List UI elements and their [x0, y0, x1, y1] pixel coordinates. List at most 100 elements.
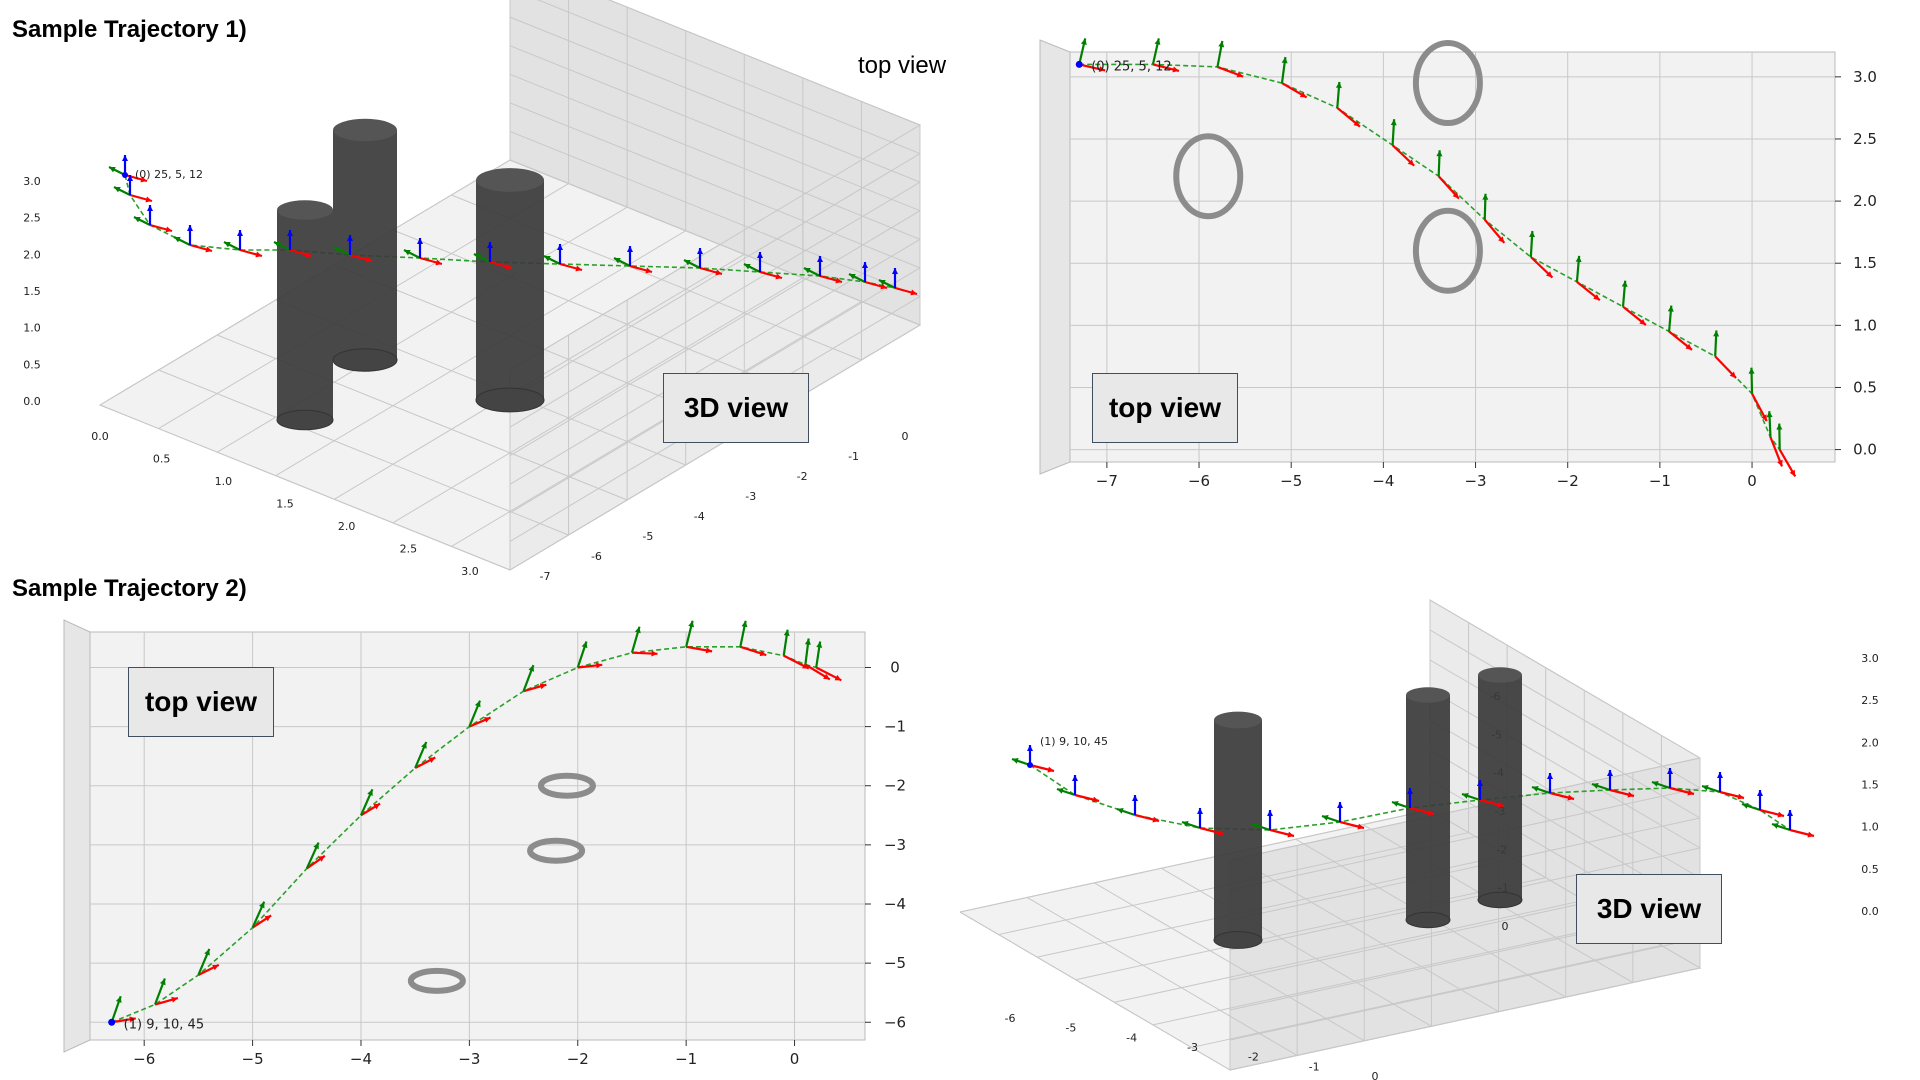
frame-x-arrow-head [435, 259, 442, 266]
frame-y-arrow-head [1592, 783, 1599, 789]
y-tick-label: 0.5 [1853, 378, 1877, 396]
frame-y-arrow-head [1218, 40, 1225, 48]
frame-x-arrow-head [205, 246, 212, 253]
cylinder-obstacle [277, 210, 333, 420]
frame-x-arrow-head [505, 263, 512, 270]
x-tick-label: -1 [1309, 1060, 1320, 1073]
frame-x-arrow-head [1299, 91, 1307, 98]
frame-y-arrow-head [1080, 38, 1087, 45]
frame-x-arrow-head [318, 855, 325, 862]
x-tick-label: -1 [848, 450, 859, 463]
frame-x-arrow-head [835, 277, 842, 284]
frame-z-arrow-head [862, 262, 868, 268]
grid-line [509, 124, 921, 371]
cylinder-top [1406, 687, 1450, 703]
frame-y-arrow-head [134, 217, 141, 223]
grid-line [537, 0, 921, 155]
frame-x-arrow-head [1627, 791, 1634, 798]
frame-x-arrow-head [1545, 271, 1553, 278]
frame-y-arrow-head [114, 187, 121, 193]
frame-z-arrow-head [1547, 773, 1553, 779]
start-annotation: (0) 25, 5, 12 [135, 168, 203, 181]
frame-x-arrow-head [1639, 318, 1646, 326]
z-tick-label: 1.5 [1861, 779, 1879, 792]
frame-x-arrow-head [775, 273, 782, 280]
cylinder-bottom [276, 409, 334, 431]
grid-line [99, 404, 511, 571]
grid-line [1114, 899, 1585, 1003]
frame-x-arrow-head [212, 964, 219, 971]
frame-z-arrow-head [557, 244, 563, 250]
trajectory-2-title: Sample Trajectory 2) [12, 575, 247, 602]
x-tick-label: −6 [1188, 472, 1210, 490]
start-point [108, 1018, 116, 1026]
grid-line [960, 809, 1431, 913]
frame-x-arrow-head [1567, 794, 1574, 801]
start-point [1075, 60, 1083, 68]
ring-obstacle [527, 837, 586, 864]
z-tick-label: 2.5 [1861, 694, 1879, 707]
grid-line [1429, 689, 1701, 849]
frame-x-arrow-head [880, 283, 887, 290]
frame-x-arrow-head [140, 176, 147, 183]
trajectory-2-3d-svg: -6-5-4-3-2-100-1-2-3-4-5-60.00.51.01.52.… [960, 599, 1879, 1080]
y-tick-label: 2.5 [400, 543, 418, 556]
grid-line [1229, 967, 1701, 1071]
view-label-top-1: top view [1092, 373, 1238, 443]
grid-line [1094, 882, 1365, 1042]
grid-line [1229, 787, 1701, 891]
frame-x-arrow-head [1687, 789, 1694, 796]
frame-y-arrow-head [421, 742, 427, 749]
grid-line [509, 181, 921, 428]
y-tick-label: 0 [1502, 920, 1509, 933]
x-tick-label: −2 [567, 1050, 589, 1068]
cylinder-obstacle [1406, 695, 1450, 920]
z-tick-label: 2.0 [1861, 736, 1879, 749]
frame-x-arrow-head [595, 662, 603, 669]
frame-z-arrow-head [817, 256, 823, 262]
x-tick-label: -3 [1187, 1041, 1198, 1054]
frame-y-arrow-head [804, 268, 811, 274]
start-annotation: (1) 9, 10, 45 [124, 1017, 204, 1032]
x-tick-label: −4 [1372, 472, 1394, 490]
frame-x-arrow-head [1236, 71, 1244, 78]
y-tick-label: 2.5 [1853, 130, 1877, 148]
frame-y-arrow-head [1117, 808, 1124, 814]
frame-x-arrow-head [1217, 829, 1224, 836]
ring-obstacle [537, 772, 596, 799]
x-tick-label: −1 [1649, 472, 1671, 490]
grid-line [1161, 867, 1432, 1027]
frame-z-arrow-head [1787, 810, 1793, 816]
frame-y-arrow-head [1667, 305, 1674, 312]
frame-x-arrow-head [255, 251, 262, 258]
cylinder-obstacle [1214, 720, 1262, 940]
trajectory-1-title: Sample Trajectory 1) [12, 16, 247, 43]
x-tick-label: -7 [540, 570, 551, 583]
grid-line [1026, 896, 1298, 1056]
frame-x-arrow-head [1287, 831, 1294, 838]
x-tick-label: -2 [1248, 1051, 1259, 1064]
grid-line [509, 159, 921, 326]
x-tick-label: 0 [790, 1050, 800, 1068]
x-tick-label: -5 [642, 530, 653, 543]
frame-z-arrow-head [287, 230, 293, 236]
frame-y-arrow-head [1713, 330, 1720, 337]
cylinder-obstacle [1478, 675, 1522, 900]
frame-x-arrow-head [1789, 469, 1796, 477]
z-tick-label: 3.0 [1861, 652, 1879, 665]
y-tick-label: 3.0 [1853, 68, 1877, 86]
ring-obstacle [1412, 207, 1483, 294]
y-tick-label: −4 [884, 895, 906, 913]
frame-x-arrow-head [651, 650, 658, 657]
frame-y-arrow-head [1182, 821, 1189, 827]
frame-y-arrow-head [1057, 788, 1064, 794]
frame-z-arrow-head [122, 155, 128, 161]
y-tick-label: −6 [884, 1013, 906, 1031]
y-tick-label: −1 [884, 718, 906, 736]
x-tick-label: -6 [591, 550, 602, 563]
z-tick-label: 0.5 [1861, 863, 1879, 876]
frame-x-arrow-head [575, 265, 582, 272]
y-tick-label: 1.0 [1853, 316, 1877, 334]
frame-y-arrow-head [744, 264, 751, 270]
frame-x-arrow-head [1427, 809, 1434, 816]
